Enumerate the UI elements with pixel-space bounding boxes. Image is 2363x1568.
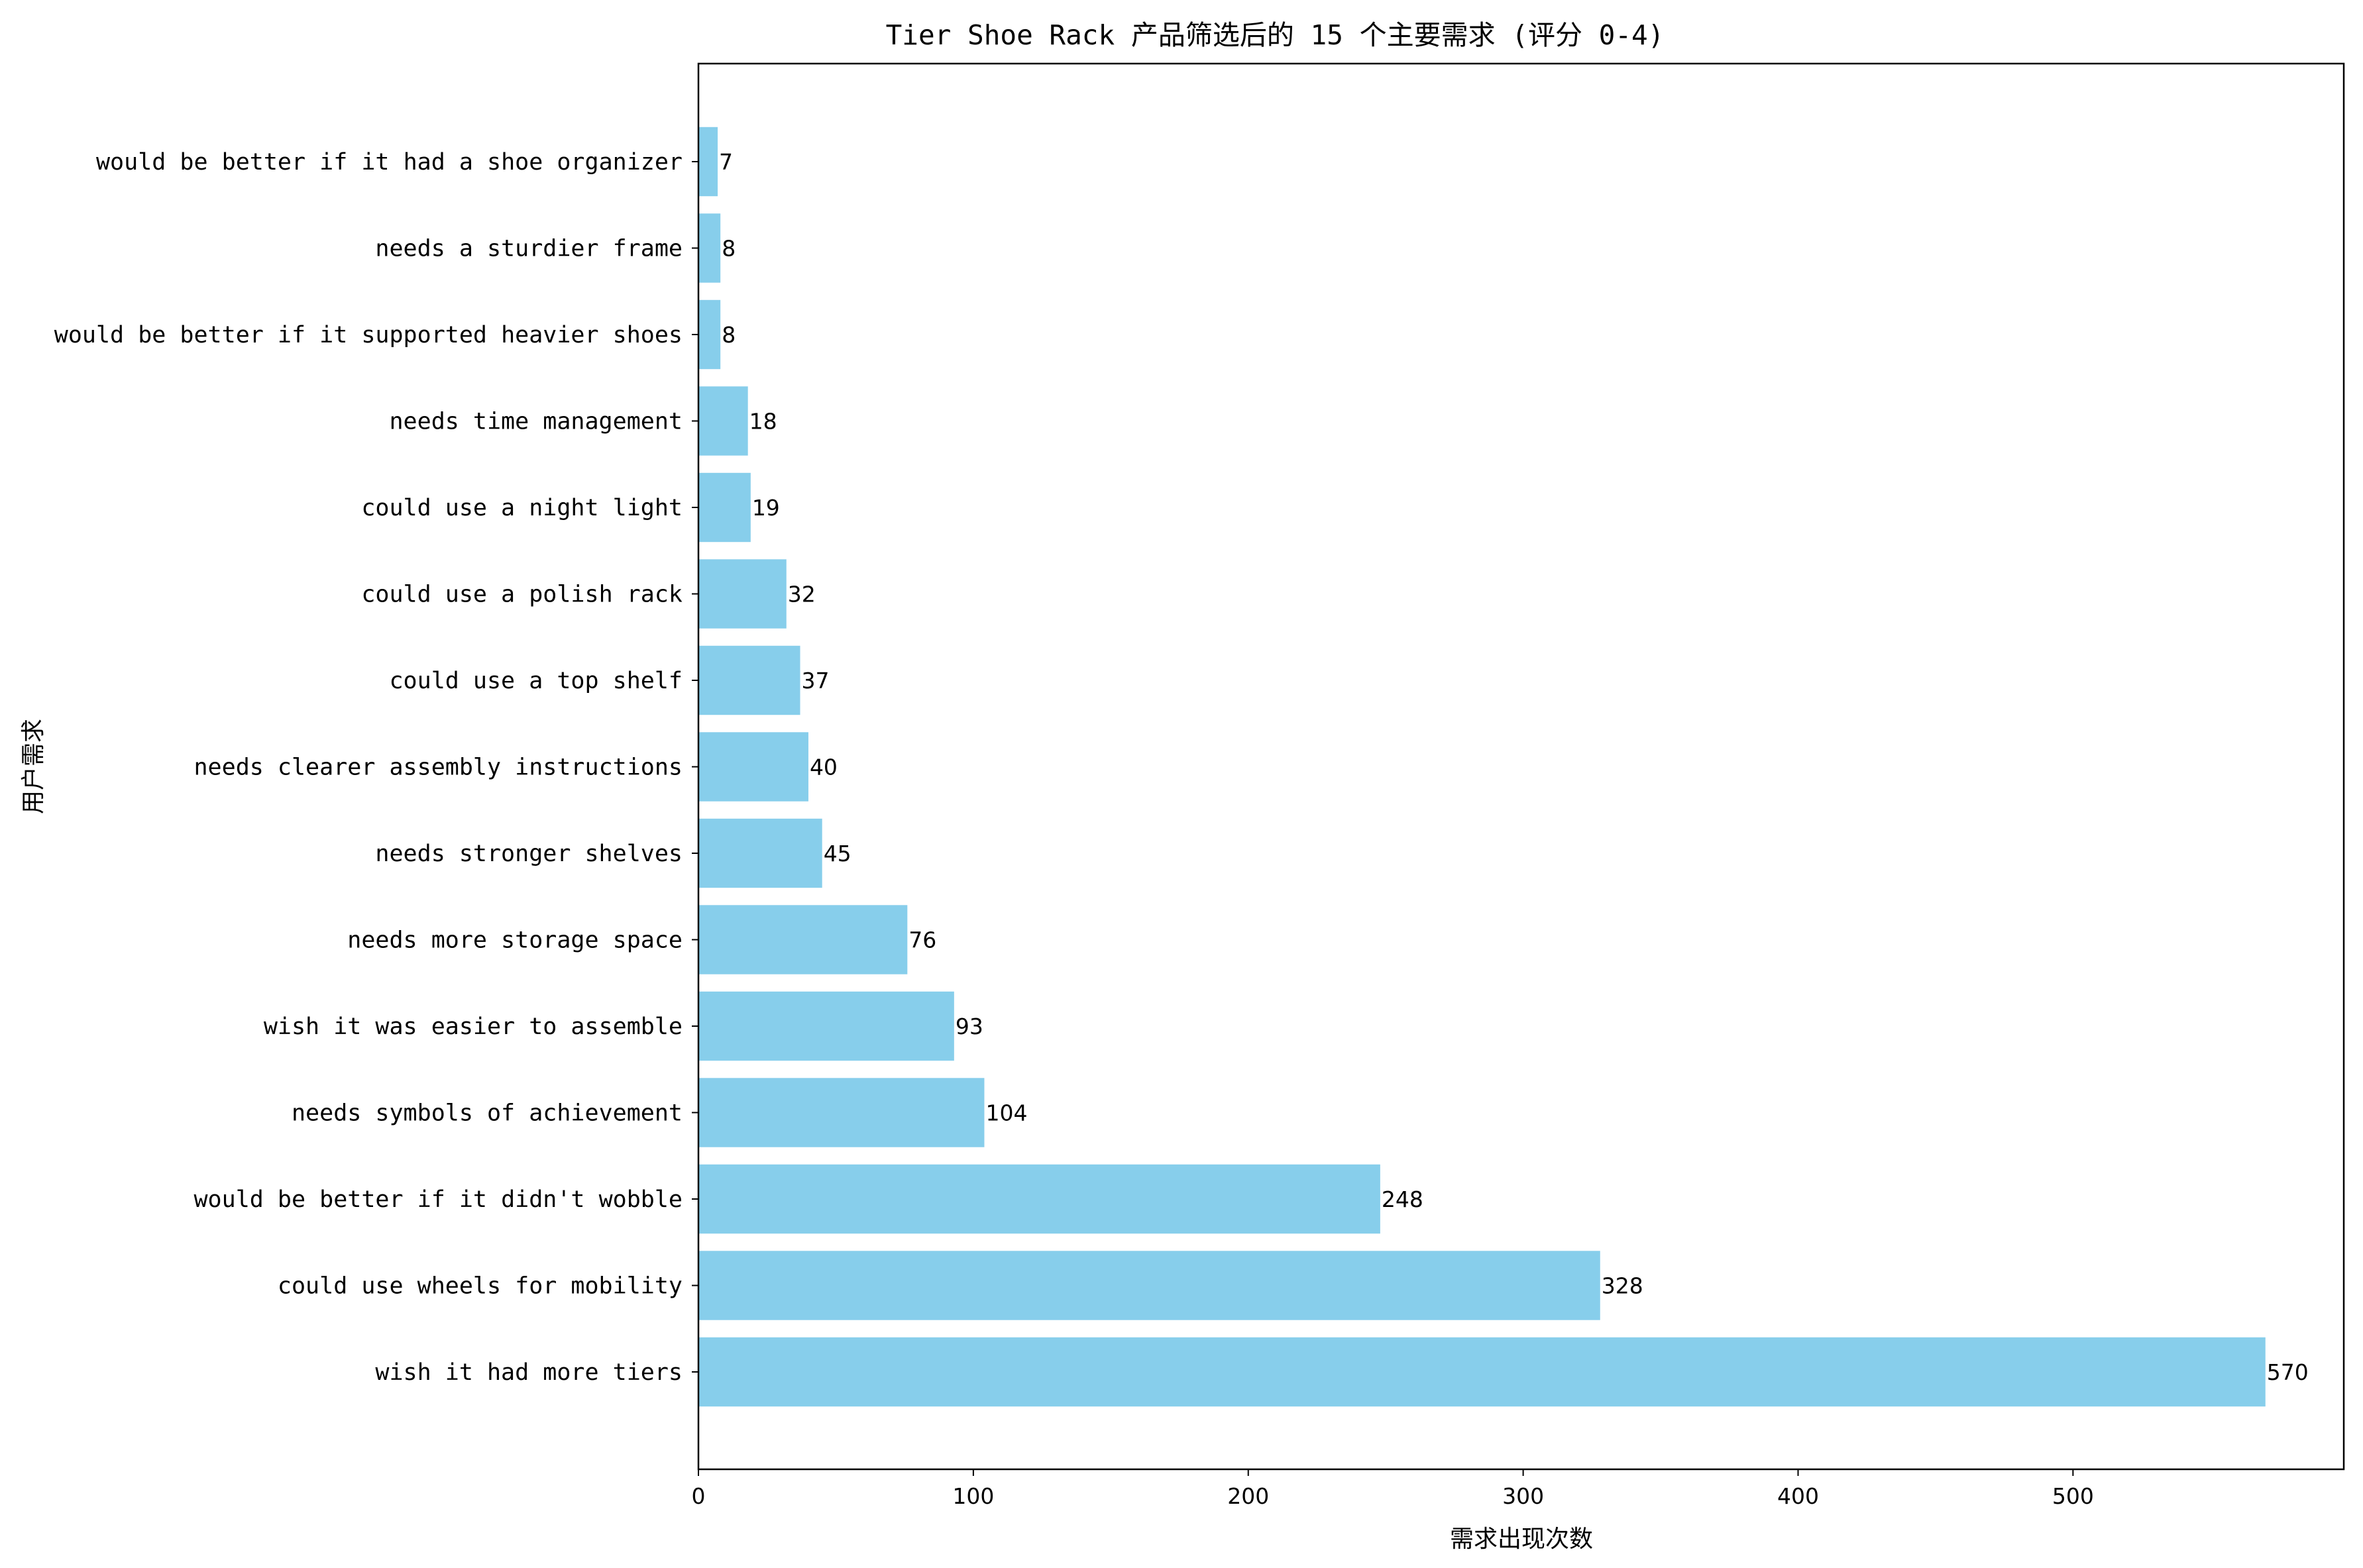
category-label: could use a top shelf — [389, 668, 683, 694]
bar — [698, 472, 751, 543]
bar — [698, 818, 822, 888]
bar-value-label: 248 — [1382, 1186, 1423, 1212]
category-label: needs a sturdier frame — [375, 236, 683, 262]
bar — [698, 1164, 1380, 1234]
category-label: needs symbols of achievement — [292, 1100, 683, 1127]
y-axis-label: 用户需求 — [20, 719, 47, 814]
bar-value-label: 19 — [752, 495, 780, 521]
bar-value-label: 76 — [908, 927, 936, 953]
x-axis-label: 需求出现次数 — [1450, 1526, 1593, 1553]
x-axis-ticks: 0 100 200 300 400 500 — [692, 1469, 2094, 1509]
x-tick-label: 400 — [1777, 1483, 1819, 1509]
x-tick-label: 0 — [692, 1483, 706, 1509]
x-tick-label: 200 — [1227, 1483, 1269, 1509]
bar — [698, 1251, 1600, 1320]
x-tick-label: 100 — [952, 1483, 994, 1509]
plot-frame — [697, 62, 2345, 1471]
x-tick-label: 300 — [1502, 1483, 1544, 1509]
bar-value-label: 8 — [722, 236, 736, 262]
bar — [698, 299, 721, 370]
bar-value-label: 37 — [802, 668, 830, 694]
y-tick-labels: wish it had more tiers could use wheels f… — [54, 149, 698, 1386]
bar-value-label: 45 — [824, 841, 852, 866]
category-label: would be better if it supported heavier … — [54, 322, 683, 348]
bar-value-label: 32 — [788, 582, 816, 607]
bar-value-label: 570 — [2267, 1359, 2309, 1385]
category-label: would be better if it didn't wobble — [193, 1186, 683, 1213]
bar-value-label: 18 — [749, 409, 777, 435]
bar — [698, 386, 748, 456]
bar-value-label: 40 — [810, 755, 838, 780]
bar — [698, 1078, 985, 1147]
category-label: needs stronger shelves — [375, 841, 683, 867]
category-label: could use a night light — [361, 495, 683, 521]
category-label: wish it had more tiers — [375, 1359, 683, 1386]
bar — [698, 213, 721, 283]
category-label: could use wheels for mobility — [278, 1273, 683, 1300]
category-label: needs clearer assembly instructions — [193, 755, 683, 781]
bar — [698, 645, 800, 715]
category-label: needs more storage space — [347, 927, 683, 954]
x-tick-label: 500 — [2052, 1483, 2094, 1509]
bar — [698, 991, 954, 1061]
bar — [698, 127, 718, 197]
bar — [698, 905, 908, 974]
category-label: wish it was easier to assemble — [264, 1014, 683, 1040]
bar-value-label: 8 — [722, 322, 736, 348]
bar-value-label: 328 — [1602, 1273, 1643, 1299]
category-label: would be better if it had a shoe organiz… — [96, 149, 683, 176]
chart-title: Tier Shoe Rack 产品筛选后的 15 个主要需求 (评分 0-4) — [886, 19, 1665, 51]
bar-value-label: 93 — [956, 1014, 983, 1039]
bar — [698, 559, 787, 629]
bar-value-label: 104 — [985, 1100, 1027, 1126]
bars-group: 570 328 248 104 93 76 45 40 37 32 19 18 8 8 7 — [698, 127, 2309, 1407]
bar — [698, 1337, 2266, 1407]
bar — [698, 732, 808, 802]
category-label: could use a polish rack — [361, 582, 683, 608]
category-label: needs time management — [389, 409, 683, 435]
bar-value-label: 7 — [719, 149, 733, 175]
